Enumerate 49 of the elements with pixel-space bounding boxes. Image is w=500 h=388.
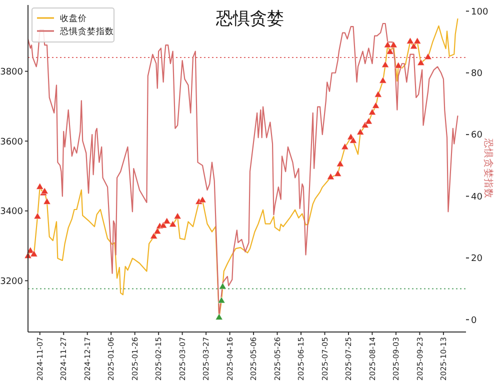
point [364, 118, 372, 124]
point [198, 196, 206, 203]
point [174, 212, 182, 220]
y-tick-label: 3400 [0, 207, 24, 218]
y2-tick-label: 0 [471, 316, 477, 326]
point [374, 90, 382, 98]
y-tick-label: 3800 [0, 67, 24, 78]
point [368, 108, 376, 116]
y2-tick-label: 100 [471, 7, 488, 18]
point [386, 48, 394, 54]
point [43, 198, 51, 204]
legend-label: 收盘价 [60, 12, 87, 24]
point [150, 232, 158, 239]
point [372, 102, 380, 108]
y-tick-label: 3200 [0, 276, 24, 287]
point [326, 173, 334, 180]
point [424, 53, 432, 60]
point [218, 296, 226, 304]
point [406, 37, 414, 44]
point [163, 217, 171, 224]
point [154, 228, 162, 234]
point [34, 212, 42, 220]
y2-axis-title: 恐惧贪婪指数 [482, 138, 495, 198]
point [334, 170, 342, 176]
y2-tick-label: 20 [471, 254, 483, 264]
point [356, 128, 364, 135]
point [218, 282, 226, 290]
point [30, 250, 38, 257]
point [382, 61, 389, 68]
point [384, 41, 392, 48]
point [417, 59, 425, 66]
point [336, 160, 344, 167]
point [36, 182, 44, 190]
point [215, 313, 223, 320]
point [410, 42, 418, 50]
point [390, 41, 398, 48]
point [350, 136, 357, 144]
point [394, 62, 402, 68]
y2-tick-label: 60 [471, 130, 483, 141]
y-tick-label: 3600 [0, 137, 24, 148]
point [169, 220, 177, 228]
point [160, 222, 168, 228]
y2-tick-label: 40 [471, 192, 483, 202]
chart-title: 恐惧贪婪 [215, 9, 284, 29]
point [341, 143, 349, 150]
y2-tick-label: 80 [471, 69, 483, 80]
point [379, 76, 387, 84]
point [414, 37, 422, 44]
legend-label: 恐惧贪婪指数 [59, 26, 114, 37]
